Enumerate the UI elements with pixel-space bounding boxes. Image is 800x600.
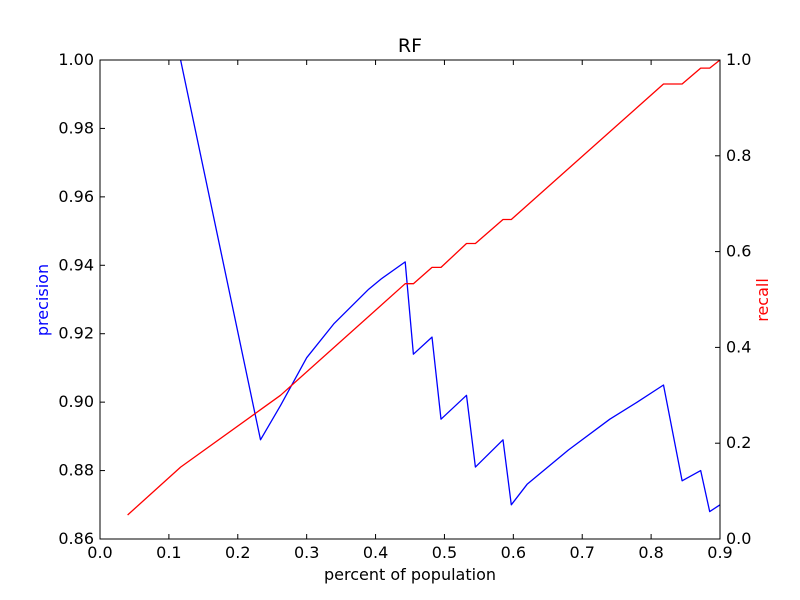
right-y-tick-label: 0.6: [726, 242, 751, 261]
right-y-axis-label: recall: [753, 278, 772, 322]
x-tick-label: 0.2: [225, 543, 250, 562]
x-tick-label: 0.3: [294, 543, 319, 562]
x-tick-label: 0.0: [87, 543, 112, 562]
left-y-tick-label: 0.98: [58, 118, 94, 137]
left-y-tick-label: 0.90: [58, 392, 94, 411]
left-y-tick-label: 0.86: [58, 529, 94, 548]
left-y-axis-label: precision: [33, 264, 52, 336]
plot-frame: [99, 59, 721, 540]
x-tick-label: 0.8: [638, 543, 663, 562]
x-tick-label: 0.9: [707, 543, 732, 562]
left-y-tick-label: 0.88: [58, 461, 94, 480]
right-y-tick-label: 1.0: [726, 50, 751, 69]
right-y-tick-label: 0.4: [726, 337, 751, 356]
right-y-tick-label: 0.0: [726, 529, 751, 548]
x-tick-label: 0.4: [363, 543, 388, 562]
series-layer: [127, 59, 721, 516]
x-axis-label: percent of population: [324, 565, 496, 584]
x-tick-label: 0.6: [501, 543, 526, 562]
right-y-tick-label: 0.2: [726, 433, 751, 452]
left-y-tick-label: 0.92: [58, 324, 94, 343]
left-y-tick-label: 0.96: [58, 187, 94, 206]
x-tick-label: 0.5: [432, 543, 457, 562]
left-y-tick-label: 1.00: [58, 50, 94, 69]
x-tick-label: 0.1: [156, 543, 181, 562]
chart-title: RF: [398, 35, 422, 57]
x-tick-label: 0.7: [569, 543, 594, 562]
right-y-axis-ticks: 0.0 0.2 0.4 0.6 0.8 1.0: [715, 50, 751, 548]
x-axis-ticks: 0.0 0.1 0.2 0.3 0.4 0.5 0.6 0.7 0.8 0.9: [87, 60, 733, 562]
left-y-tick-label: 0.94: [58, 255, 94, 274]
right-y-tick-label: 0.8: [726, 146, 751, 165]
precision-series-line: [179, 59, 721, 513]
plot-area: [100, 60, 720, 539]
left-y-axis-ticks: 0.86 0.88 0.90 0.92 0.94 0.96 0.98 1.00: [58, 50, 105, 548]
recall-series-line: [127, 59, 721, 516]
